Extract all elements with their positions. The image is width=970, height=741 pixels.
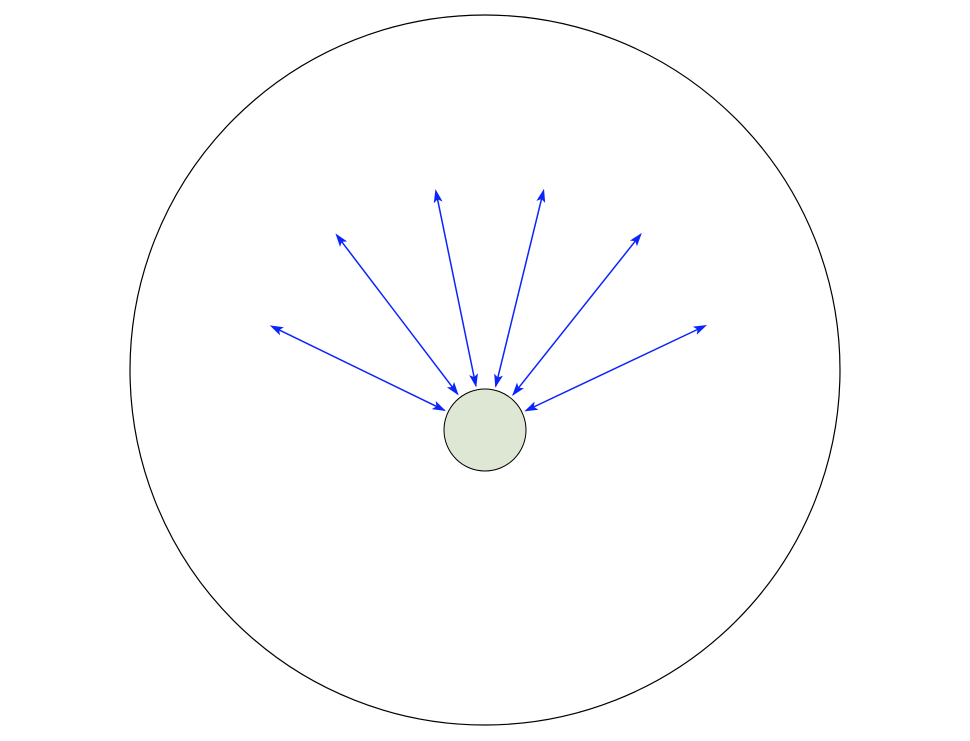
arrow-ptx6 (526, 326, 705, 411)
arrow-ptx4 (496, 192, 544, 387)
arrow-ptx3 (436, 192, 476, 386)
diagram-canvas (0, 0, 970, 741)
prx-node (444, 389, 526, 471)
arrow-ptx5 (513, 235, 640, 395)
outer-circle (130, 15, 840, 725)
arrow-ptx2 (337, 236, 458, 394)
arrow-ptx1 (272, 327, 444, 411)
